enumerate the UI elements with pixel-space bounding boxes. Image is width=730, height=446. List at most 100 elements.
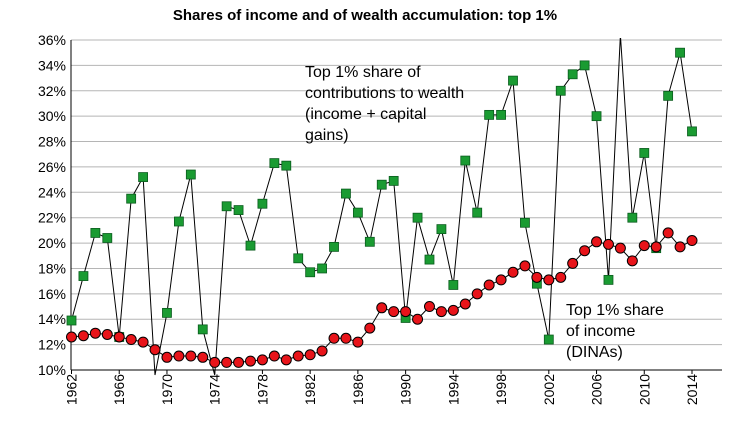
income-share-point (161, 351, 173, 363)
income-share-point (221, 356, 233, 368)
x-tick-label: 2002 (541, 374, 557, 405)
income-share-point (101, 328, 113, 340)
y-tick-label: 12% (38, 337, 66, 353)
wealth-contribution-point (269, 158, 280, 169)
income-share-point (638, 240, 650, 252)
x-tick-label: 1970 (159, 374, 175, 405)
income-share-point (662, 227, 674, 239)
x-tick-label: 1998 (493, 374, 509, 405)
income-share-point (567, 257, 579, 269)
x-tick-label: 2010 (636, 374, 652, 405)
income-share-point (66, 331, 77, 343)
wealth-contribution-point (352, 207, 363, 218)
income-share-point (244, 355, 256, 367)
wealth-contribution-point (579, 60, 590, 71)
wealth-contribution-point (233, 205, 244, 215)
x-tick-label: 1986 (350, 374, 366, 405)
wealth-contribution-point (484, 109, 495, 120)
income-share-point (233, 356, 245, 368)
wealth-contribution-point (78, 271, 89, 281)
wealth-contribution-point (293, 253, 304, 264)
y-tick-label: 24% (38, 184, 66, 200)
y-tick-label: 30% (38, 108, 66, 124)
income-share-point (591, 236, 603, 248)
wealth-contribution-point (460, 155, 471, 166)
x-tick-label: 1994 (445, 374, 461, 405)
wealth-contribution-point (543, 334, 554, 345)
wealth-contribution-point (496, 109, 506, 120)
y-tick-label: 10% (38, 362, 66, 378)
income-share-point (304, 349, 316, 361)
income-share-point (531, 271, 543, 283)
wealth-contribution-point (639, 148, 650, 158)
y-tick-label: 32% (38, 83, 66, 99)
y-tick-label: 28% (38, 134, 66, 150)
wealth-contribution-point (675, 47, 685, 58)
wealth-contribution-point (472, 207, 483, 218)
income-share-point (650, 241, 662, 253)
income-share-point (483, 279, 495, 291)
income-share-point (364, 322, 376, 334)
income-share-point (137, 336, 149, 348)
income-share-point (674, 241, 686, 253)
income-share-point (352, 336, 364, 348)
income-share-point (280, 354, 292, 366)
income-share-point (519, 260, 531, 272)
income-share-point (173, 350, 185, 362)
wealth-series-annotation: Top 1% share of contributions to wealth … (305, 64, 465, 144)
wealth-contribution-point (281, 160, 292, 171)
y-tick-label: 22% (38, 210, 66, 226)
income-share-point (555, 271, 567, 283)
wealth-contribution-point (603, 274, 614, 285)
income-share-point (113, 331, 125, 343)
wealth-contribution-point (508, 75, 518, 86)
income-share-point (340, 332, 352, 344)
wealth-contribution-point (555, 85, 566, 96)
wealth-contribution-point (341, 188, 351, 199)
income-share-point (209, 356, 221, 368)
income-share-point (614, 242, 626, 254)
y-tick-label: 26% (38, 159, 66, 175)
income-share-point (77, 330, 89, 342)
income-share-point (579, 245, 591, 257)
wealth-contribution-point (567, 69, 578, 80)
x-tick-label: 1990 (398, 374, 414, 405)
wealth-contribution-point (197, 324, 208, 335)
wealth-contribution-point (185, 169, 196, 180)
wealth-contribution-point (245, 240, 256, 251)
wealth-contribution-point (162, 307, 172, 318)
wealth-contribution-point (520, 217, 530, 228)
wealth-contribution-point (364, 236, 375, 247)
income-share-point (412, 313, 424, 325)
x-tick-label: 1982 (302, 374, 318, 405)
income-share-point (316, 345, 328, 357)
wealth-contribution-point (173, 216, 184, 227)
income-share-point (376, 302, 388, 314)
wealth-contribution-point (317, 263, 327, 274)
y-tick-label: 16% (38, 286, 66, 302)
wealth-contribution-point (66, 315, 77, 326)
x-tick-label: 1978 (254, 374, 270, 405)
x-tick-label: 1966 (111, 374, 127, 405)
y-tick-label: 34% (38, 57, 66, 73)
wealth-contribution-point (663, 90, 674, 101)
income-share-point (686, 235, 698, 247)
income-share-point (543, 274, 555, 286)
income-share-point (459, 298, 471, 310)
wealth-contribution-point (90, 228, 101, 238)
x-tick-label: 1974 (207, 374, 223, 405)
wealth-contribution-point (591, 111, 602, 122)
income-share-point (185, 350, 197, 362)
income-series-annotation: Top 1% share of income (DINAs) (566, 302, 664, 361)
x-tick-label: 1962 (64, 374, 80, 405)
wealth-contribution-point (448, 280, 459, 290)
x-tick-label: 2006 (589, 374, 605, 405)
income-share-point (89, 327, 101, 339)
income-share-point (423, 301, 435, 313)
income-share-point (149, 344, 161, 356)
wealth-contribution-point (138, 172, 148, 182)
wealth-contribution-point (436, 224, 447, 235)
wealth-contribution-point (412, 212, 423, 223)
